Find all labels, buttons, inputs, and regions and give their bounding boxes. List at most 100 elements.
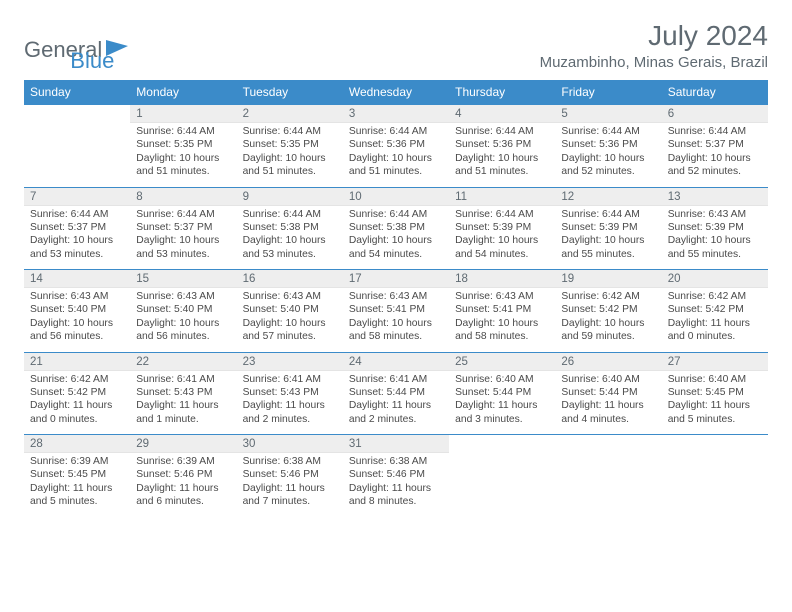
day-number: 29 <box>130 435 236 453</box>
sunrise-text: Sunrise: 6:42 AM <box>561 290 655 303</box>
day-number <box>449 435 555 453</box>
day-details: Sunrise: 6:38 AMSunset: 5:46 PMDaylight:… <box>237 453 343 517</box>
daylight-text: Daylight: 11 hours and 4 minutes. <box>561 399 655 426</box>
day-details: Sunrise: 6:44 AMSunset: 5:36 PMDaylight:… <box>555 123 661 188</box>
daylight-text: Daylight: 10 hours and 58 minutes. <box>455 317 549 344</box>
sunrise-text: Sunrise: 6:43 AM <box>30 290 124 303</box>
sunrise-text: Sunrise: 6:43 AM <box>136 290 230 303</box>
day-number: 27 <box>662 352 768 370</box>
day-number: 13 <box>662 187 768 205</box>
day-number: 18 <box>449 270 555 288</box>
day-details: Sunrise: 6:44 AMSunset: 5:37 PMDaylight:… <box>662 123 768 188</box>
sunset-text: Sunset: 5:37 PM <box>30 221 124 234</box>
sunset-text: Sunset: 5:35 PM <box>136 138 230 151</box>
daylight-text: Daylight: 10 hours and 52 minutes. <box>668 152 762 179</box>
daylight-text: Daylight: 11 hours and 5 minutes. <box>30 482 124 509</box>
details-row: Sunrise: 6:44 AMSunset: 5:35 PMDaylight:… <box>24 123 768 188</box>
logo-text-blue: Blue <box>70 48 114 74</box>
sunrise-text: Sunrise: 6:40 AM <box>455 373 549 386</box>
day-details <box>662 453 768 517</box>
day-details <box>24 123 130 188</box>
sunset-text: Sunset: 5:44 PM <box>349 386 443 399</box>
day-details: Sunrise: 6:42 AMSunset: 5:42 PMDaylight:… <box>24 370 130 435</box>
sunset-text: Sunset: 5:37 PM <box>136 221 230 234</box>
dow-header-row: Sunday Monday Tuesday Wednesday Thursday… <box>24 80 768 105</box>
daylight-text: Daylight: 11 hours and 3 minutes. <box>455 399 549 426</box>
day-number: 23 <box>237 352 343 370</box>
dow-sunday: Sunday <box>24 80 130 105</box>
sunrise-text: Sunrise: 6:41 AM <box>243 373 337 386</box>
daylight-text: Daylight: 11 hours and 1 minute. <box>136 399 230 426</box>
daynum-row: 28293031 <box>24 435 768 453</box>
sunset-text: Sunset: 5:43 PM <box>243 386 337 399</box>
day-details: Sunrise: 6:44 AMSunset: 5:38 PMDaylight:… <box>237 205 343 270</box>
daylight-text: Daylight: 10 hours and 56 minutes. <box>136 317 230 344</box>
sunrise-text: Sunrise: 6:44 AM <box>561 125 655 138</box>
day-number: 22 <box>130 352 236 370</box>
day-details: Sunrise: 6:40 AMSunset: 5:44 PMDaylight:… <box>449 370 555 435</box>
sunrise-text: Sunrise: 6:42 AM <box>668 290 762 303</box>
sunset-text: Sunset: 5:42 PM <box>30 386 124 399</box>
day-details: Sunrise: 6:41 AMSunset: 5:44 PMDaylight:… <box>343 370 449 435</box>
day-details: Sunrise: 6:38 AMSunset: 5:46 PMDaylight:… <box>343 453 449 517</box>
dow-thursday: Thursday <box>449 80 555 105</box>
sunset-text: Sunset: 5:46 PM <box>243 468 337 481</box>
sunset-text: Sunset: 5:36 PM <box>561 138 655 151</box>
sunrise-text: Sunrise: 6:44 AM <box>243 208 337 221</box>
day-number: 14 <box>24 270 130 288</box>
daynum-row: 78910111213 <box>24 187 768 205</box>
sunset-text: Sunset: 5:37 PM <box>668 138 762 151</box>
day-number <box>555 435 661 453</box>
daylight-text: Daylight: 11 hours and 7 minutes. <box>243 482 337 509</box>
sunrise-text: Sunrise: 6:44 AM <box>136 208 230 221</box>
day-number <box>662 435 768 453</box>
daylight-text: Daylight: 10 hours and 54 minutes. <box>349 234 443 261</box>
sunrise-text: Sunrise: 6:44 AM <box>243 125 337 138</box>
details-row: Sunrise: 6:42 AMSunset: 5:42 PM Daylight:… <box>24 370 768 435</box>
day-number: 7 <box>24 187 130 205</box>
sunrise-text: Sunrise: 6:41 AM <box>136 373 230 386</box>
month-title: July 2024 <box>540 20 768 52</box>
day-number: 8 <box>130 187 236 205</box>
daylight-text: Daylight: 11 hours and 8 minutes. <box>349 482 443 509</box>
day-number: 10 <box>343 187 449 205</box>
day-number: 30 <box>237 435 343 453</box>
day-details: Sunrise: 6:42 AMSunset: 5:42 PMDaylight:… <box>662 288 768 353</box>
sunset-text: Sunset: 5:43 PM <box>136 386 230 399</box>
calendar-body: 123456Sunrise: 6:44 AMSunset: 5:35 PMDay… <box>24 105 768 517</box>
daylight-text: Daylight: 10 hours and 55 minutes. <box>561 234 655 261</box>
sunset-text: Sunset: 5:35 PM <box>243 138 337 151</box>
sunrise-text: Sunrise: 6:40 AM <box>668 373 762 386</box>
calendar-page: General Blue July 2024 Muzambinho, Minas… <box>0 0 792 537</box>
day-details: Sunrise: 6:39 AMSunset: 5:46 PMDaylight:… <box>130 453 236 517</box>
day-details: Sunrise: 6:42 AMSunset: 5:42 PMDaylight:… <box>555 288 661 353</box>
sunset-text: Sunset: 5:41 PM <box>349 303 443 316</box>
sunset-text: Sunset: 5:44 PM <box>455 386 549 399</box>
daylight-text: Daylight: 10 hours and 52 minutes. <box>561 152 655 179</box>
daylight-text: Daylight: 11 hours and 6 minutes. <box>136 482 230 509</box>
day-details: Sunrise: 6:43 AMSunset: 5:40 PMDaylight:… <box>130 288 236 353</box>
dow-monday: Monday <box>130 80 236 105</box>
day-number: 9 <box>237 187 343 205</box>
sunset-text: Sunset: 5:38 PM <box>243 221 337 234</box>
sunrise-text: Sunrise: 6:43 AM <box>668 208 762 221</box>
daylight-text: Daylight: 10 hours and 53 minutes. <box>30 234 124 261</box>
sunrise-text: Sunrise: 6:44 AM <box>349 208 443 221</box>
sunrise-text: Sunrise: 6:38 AM <box>349 455 443 468</box>
day-number: 3 <box>343 105 449 123</box>
day-details: Sunrise: 6:40 AMSunset: 5:45 PMDaylight:… <box>662 370 768 435</box>
sunrise-text: Sunrise: 6:38 AM <box>243 455 337 468</box>
daylight-text: Daylight: 10 hours and 56 minutes. <box>30 317 124 344</box>
day-number: 26 <box>555 352 661 370</box>
sunset-text: Sunset: 5:36 PM <box>349 138 443 151</box>
day-number: 5 <box>555 105 661 123</box>
sunrise-text: Sunrise: 6:39 AM <box>30 455 124 468</box>
dow-tuesday: Tuesday <box>237 80 343 105</box>
daylight-text: Daylight: 10 hours and 51 minutes. <box>455 152 549 179</box>
day-number <box>24 105 130 123</box>
sunrise-text: Sunrise: 6:44 AM <box>668 125 762 138</box>
sunrise-text: Sunrise: 6:42 AM <box>30 373 124 386</box>
day-details: Sunrise: 6:40 AMSunset: 5:44 PMDaylight:… <box>555 370 661 435</box>
day-number: 17 <box>343 270 449 288</box>
daylight-text: Daylight: 11 hours and 5 minutes. <box>668 399 762 426</box>
